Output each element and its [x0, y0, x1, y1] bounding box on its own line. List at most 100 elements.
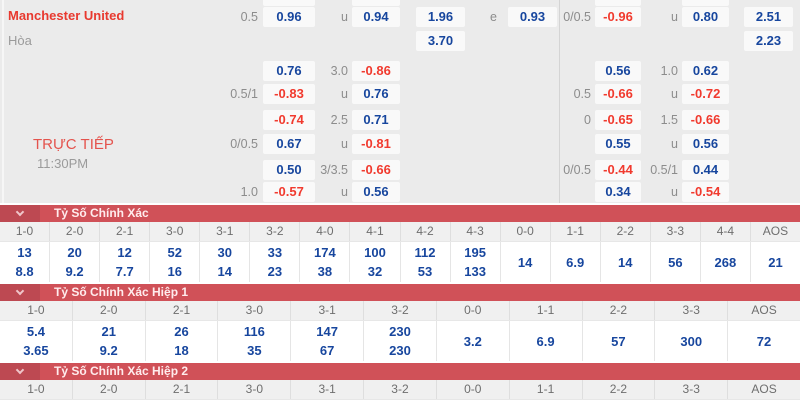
odds-cell[interactable]: -0.66	[682, 110, 729, 130]
odds-cell[interactable]: -0.96	[595, 7, 641, 27]
score-header-row: 1-0 2-0 2-1 3-0 3-1 3-2 4-0 4-1 4-2 4-3 0-0 1-1 2-2 3…	[0, 222, 800, 242]
odds-value: 30	[217, 245, 233, 260]
handicap-label: u	[341, 10, 348, 24]
column-divider	[559, 0, 560, 203]
odds-cell[interactable]: 3.70	[416, 31, 465, 51]
score-column-header: 3-0	[218, 380, 292, 399]
odds-cell[interactable]: 0.56	[352, 182, 400, 202]
score-odds-cell[interactable]: 30 14	[200, 242, 251, 282]
odds-cell[interactable]: -0.83	[263, 84, 315, 104]
score-odds-cell[interactable]: 6.9	[510, 321, 583, 361]
score-odds-cell[interactable]: 21 9.2	[73, 321, 146, 361]
odds-cell[interactable]: 0.96	[263, 7, 315, 27]
score-odds-cell[interactable]: 116 35	[218, 321, 292, 361]
odds-value: 100	[364, 245, 386, 260]
odds-cell[interactable]: 2.23	[744, 31, 793, 51]
odds-cell[interactable]: -0.57	[263, 182, 315, 202]
odds-cell[interactable]: 0.67	[263, 134, 315, 154]
odds-cell[interactable]: -0.65	[595, 110, 641, 130]
odds-cell[interactable]: 0.56	[682, 134, 729, 154]
score-odds-cell[interactable]: 72	[728, 321, 800, 361]
odds-cell[interactable]: -0.72	[682, 84, 729, 104]
score-odds-cell[interactable]: 300	[655, 321, 729, 361]
score-odds-cell[interactable]: 5.4 3.65	[0, 321, 73, 361]
odds-cell[interactable]: 0.71	[352, 110, 400, 130]
handicap-label: 0.5/1	[230, 87, 258, 101]
score-odds-cell[interactable]: 112 53	[401, 242, 451, 282]
score-odds-cell[interactable]: 100 32	[350, 242, 401, 282]
score-column-header: 1-1	[510, 380, 583, 399]
odds-cell[interactable]: -0.66	[352, 160, 400, 180]
odds-cell[interactable]: 0.93	[508, 7, 557, 27]
odds-value: 195	[464, 245, 486, 260]
section-title: Tỷ Số Chính Xác Hiệp 2	[54, 364, 189, 378]
odds-cell-partial[interactable]	[352, 0, 400, 6]
odds-value: 56	[668, 254, 683, 270]
odds-cell[interactable]: 0.50	[263, 160, 315, 180]
odds-value: 38	[317, 264, 333, 279]
handicap-label: 0/0.5	[563, 10, 591, 24]
score-odds-cell[interactable]: 6.9	[551, 242, 601, 282]
score-column-header: 2-1	[146, 301, 219, 320]
score-odds-cell[interactable]: 14	[601, 242, 651, 282]
score-odds-cell[interactable]: 174 38	[300, 242, 351, 282]
score-column-header: 1-1	[551, 222, 601, 241]
score-column-header: 3-0	[218, 301, 292, 320]
odds-cell[interactable]: 0.80	[682, 7, 729, 27]
section-header[interactable]: Tỷ Số Chính Xác Hiệp 1	[0, 284, 800, 301]
score-column-header: 0-0	[437, 380, 510, 399]
score-odds-cell[interactable]: 57	[583, 321, 656, 361]
score-odds-cell[interactable]: 14	[501, 242, 551, 282]
odds-cell-partial[interactable]	[682, 0, 729, 6]
odds-cell-partial[interactable]	[595, 0, 641, 6]
chevron-down-icon[interactable]	[0, 205, 40, 222]
odds-cell[interactable]: 2.51	[744, 7, 793, 27]
odds-cell[interactable]: 0.94	[352, 7, 400, 27]
score-odds-cell[interactable]: 230 230	[364, 321, 437, 361]
handicap-label: 0	[584, 113, 591, 127]
score-odds-cell[interactable]: 268	[701, 242, 751, 282]
chevron-down-icon[interactable]	[0, 363, 40, 380]
odds-cell[interactable]: 0.55	[595, 134, 641, 154]
odds-cell[interactable]: -0.66	[595, 84, 641, 104]
odds-cell[interactable]: -0.44	[595, 160, 641, 180]
score-odds-cell[interactable]: 52 16	[150, 242, 201, 282]
score-column-header: AOS	[751, 303, 777, 317]
section-header[interactable]: Tỷ Số Chính Xác Hiệp 2	[0, 363, 800, 380]
handicap-label: e	[490, 10, 497, 24]
odds-cell[interactable]: 1.96	[416, 7, 465, 27]
score-odds-cell[interactable]: 12 7.7	[100, 242, 151, 282]
odds-value: 21	[768, 254, 783, 270]
handicap-label: 0/0.5	[563, 163, 591, 177]
chevron-glyph	[15, 286, 25, 296]
score-odds-cell[interactable]: 33 23	[250, 242, 301, 282]
score-odds-cell[interactable]: 195 133	[451, 242, 501, 282]
odds-cell[interactable]: 0.76	[352, 84, 400, 104]
draw-label: Hòa	[8, 33, 32, 48]
odds-cell[interactable]: 0.34	[595, 182, 641, 202]
odds-cell[interactable]: -0.81	[352, 134, 400, 154]
odds-cell[interactable]: 0.62	[682, 61, 729, 81]
section-header[interactable]: Tỷ Số Chính Xác	[0, 205, 800, 222]
chevron-down-icon[interactable]	[0, 284, 40, 301]
chevron-glyph	[15, 365, 25, 375]
score-odds-cell[interactable]: 13 8.8	[0, 242, 51, 282]
odds-cell[interactable]: 0.44	[682, 160, 729, 180]
odds-cell[interactable]: -0.54	[682, 182, 729, 202]
score-odds-cell[interactable]: 26 18	[146, 321, 219, 361]
odds-cell[interactable]: 0.56	[595, 61, 641, 81]
odds-cell-partial[interactable]	[263, 0, 315, 6]
odds-cell[interactable]: 0.76	[263, 61, 315, 81]
handicap-label: 3/3.5	[320, 163, 348, 177]
score-odds-cell[interactable]: 3.2	[437, 321, 510, 361]
score-odds-cell[interactable]: 20 9.2	[50, 242, 101, 282]
score-column-header: 3-3	[655, 301, 729, 320]
score-column-header: 3-2	[364, 380, 437, 399]
score-odds-cell[interactable]: 147 67	[291, 321, 365, 361]
score-column-header: 3-2	[364, 301, 437, 320]
score-odds-cell[interactable]: 56	[651, 242, 701, 282]
odds-cell[interactable]: -0.86	[352, 61, 400, 81]
score-column-header: 2-2	[601, 222, 651, 241]
score-odds-cell[interactable]: 21	[751, 242, 800, 282]
odds-cell[interactable]: -0.74	[263, 110, 315, 130]
